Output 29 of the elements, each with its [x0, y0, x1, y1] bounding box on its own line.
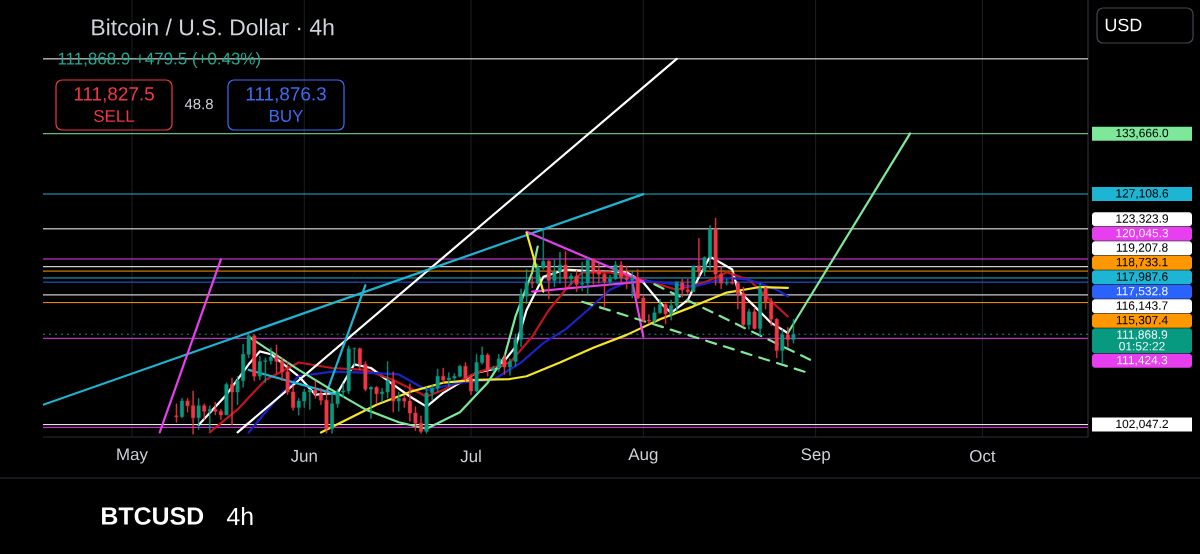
ref-line-label: 117,532.8 — [1116, 286, 1168, 297]
annotation: BUY — [269, 110, 304, 122]
y-tick-label: 127,108.6 — [1116, 189, 1169, 199]
ref-line-label: 111,424.3 — [1117, 355, 1168, 366]
ref-line-label: 115,307.4 — [1116, 315, 1168, 326]
y-tick-label: 102,047.2 — [1116, 419, 1169, 430]
text: USD — [1105, 18, 1142, 32]
text: Bitcoin / U.S. Dollar · 4h — [92, 18, 334, 36]
x-tick-label: Aug — [628, 448, 658, 464]
y-tick-label: 133,666.0 — [1116, 128, 1169, 139]
ref-line-label: 116,143.7 — [1116, 301, 1168, 312]
text: 01:52:22 — [1119, 342, 1165, 351]
x-tick-label: May — [117, 448, 148, 464]
ref-line-label: 119,207.8 — [1116, 243, 1168, 254]
x-tick-label: Jul — [460, 449, 481, 463]
ref-line-label: 123,323.9 — [1116, 214, 1169, 225]
text: BTCUSD — [102, 507, 204, 525]
ref-line-label: 120,045.3 — [1116, 228, 1169, 239]
ref-line-label: 118,733.1 — [1116, 257, 1168, 268]
x-tick-label: Oct — [970, 450, 996, 462]
annotation: 48.8 — [184, 98, 213, 110]
text: 4h — [226, 506, 253, 526]
ref-line-label: 111,868.9 — [1117, 330, 1168, 341]
x-tick-label: Sep — [801, 448, 831, 464]
ref-line-label: 117,987.6 — [1116, 272, 1168, 283]
annotation: SELL — [94, 110, 135, 122]
annotation: 111,876.3 — [246, 87, 326, 103]
x-tick-label: Jun — [290, 450, 317, 462]
annotation: 111,827.5 — [74, 87, 154, 103]
